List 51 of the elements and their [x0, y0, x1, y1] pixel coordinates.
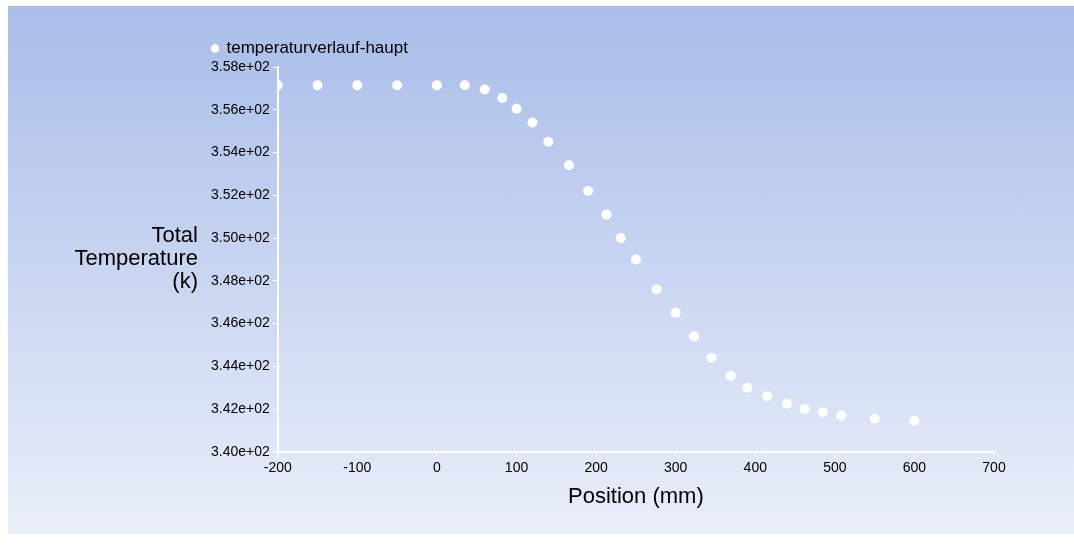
x-tick-label: 700: [982, 459, 1006, 476]
y-tick-label: 3.50e+02: [210, 228, 270, 245]
point: [688, 331, 699, 342]
point: [725, 370, 736, 381]
point: [497, 93, 508, 103]
point: [479, 84, 490, 95]
y-tick-label: 3.58e+02: [210, 57, 270, 74]
y-tick-label: 3.54e+02: [210, 143, 270, 160]
y-tick-label: 3.42e+02: [210, 399, 270, 416]
x-axis-title: Position (mm): [568, 482, 704, 508]
x-tick-label: -100: [343, 459, 372, 476]
point: [670, 307, 681, 318]
x-tick-label: 200: [584, 459, 608, 476]
y-tick-label: 3.40e+02: [210, 442, 270, 459]
point: [799, 404, 810, 415]
x-tick-label: 100: [504, 459, 529, 476]
point: [869, 413, 880, 424]
point: [706, 352, 717, 363]
x-tick-label: -200: [263, 459, 292, 476]
x-tick-label: 400: [743, 459, 768, 476]
point: [630, 254, 641, 265]
point: [511, 103, 522, 114]
point: [392, 80, 403, 91]
y-tick-label: 3.56e+02: [210, 100, 270, 117]
point: [527, 117, 538, 128]
y-tick-label: 3.46e+02: [210, 314, 270, 331]
y-axis-title: Total Temperature (k): [74, 222, 198, 294]
y-tick-label: 3.44e+02: [210, 357, 270, 374]
y-tick-label: 3.48e+02: [210, 271, 270, 288]
point: [564, 160, 575, 171]
point: [601, 209, 612, 220]
point: [651, 284, 662, 295]
point: [742, 382, 753, 393]
x-tick-label: 600: [902, 459, 927, 476]
x-tick-label: 0: [433, 459, 442, 476]
x-tick-label: 500: [823, 459, 847, 476]
point: [583, 185, 594, 196]
point: [543, 136, 554, 147]
point: [782, 398, 793, 409]
point: [817, 407, 828, 418]
point: [459, 80, 470, 91]
point: [615, 233, 626, 244]
point: [352, 80, 363, 91]
point: [909, 415, 920, 426]
point: [312, 80, 323, 91]
y-tick-label: 3.52e+02: [210, 186, 270, 203]
point: [762, 391, 773, 402]
point: [836, 410, 847, 421]
legend-label: temperaturverlauf-haupt: [226, 38, 409, 58]
point: [431, 80, 442, 91]
x-tick-label: 300: [664, 459, 688, 476]
